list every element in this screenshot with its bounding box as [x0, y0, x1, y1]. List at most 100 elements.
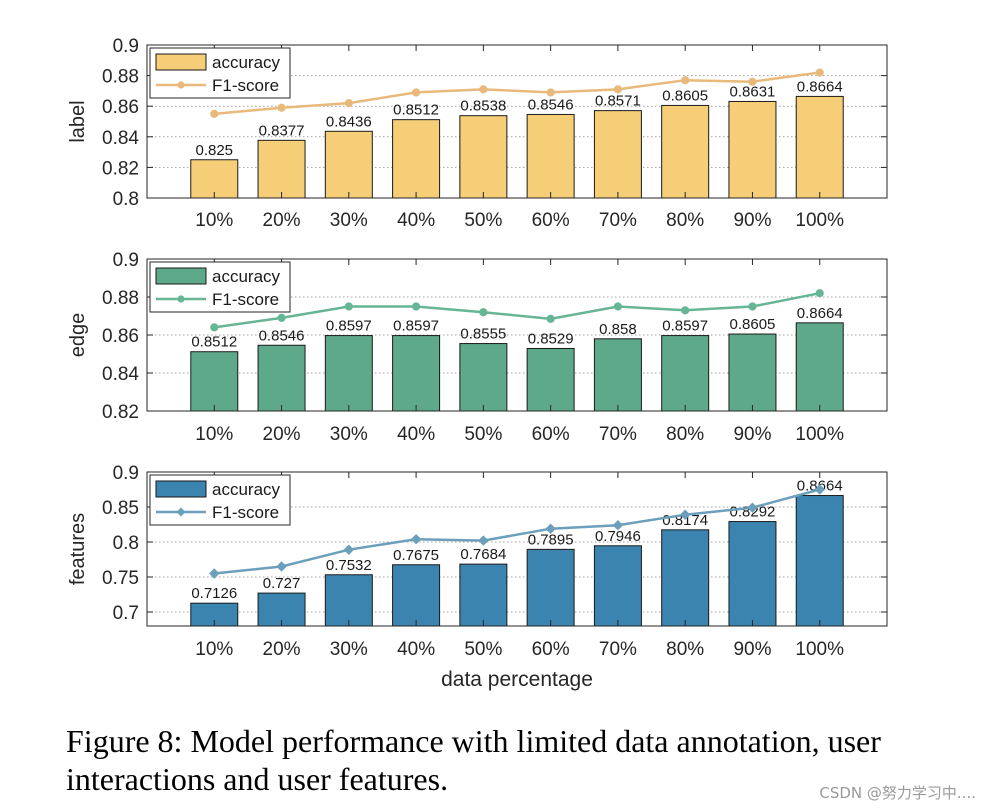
- axes-box: [146, 44, 888, 199]
- figure-caption: Figure 8: Model performance with limited…: [66, 723, 881, 797]
- axes-box: [146, 258, 888, 412]
- f1-score-point: [210, 323, 219, 332]
- data-label: 0.8631: [730, 83, 776, 100]
- f1-score-point: [277, 313, 286, 322]
- legend: accuracy F1-score: [149, 261, 291, 313]
- x-tick-label: 90%: [733, 639, 771, 660]
- y-tick-label: 0.7: [113, 603, 139, 624]
- legend-label-f1: F1-score: [212, 76, 279, 95]
- bar-100pct: [795, 95, 844, 199]
- axes-box: [146, 471, 888, 627]
- data-label: 0.8597: [393, 318, 439, 335]
- legend-label-accuracy: accuracy: [212, 480, 281, 499]
- bar-30pct: [324, 335, 373, 412]
- data-label: 0.8529: [528, 330, 574, 347]
- x-tick-label: 100%: [795, 639, 844, 660]
- data-label: 0.7126: [191, 585, 237, 602]
- f1-score-point: [681, 306, 690, 315]
- legend-label-accuracy: accuracy: [212, 267, 281, 286]
- data-label: 0.7532: [326, 557, 372, 574]
- data-label: 0.8664: [797, 305, 843, 322]
- x-tick-label: 60%: [532, 424, 570, 445]
- data-label: 0.8597: [662, 318, 708, 335]
- data-label: 0.8538: [460, 98, 506, 115]
- f1-score-point: [344, 99, 353, 108]
- x-tick-label: 70%: [599, 424, 637, 445]
- bar-60pct: [526, 548, 575, 627]
- x-axis-label: data percentage: [441, 668, 593, 691]
- x-tick-label: 80%: [666, 639, 704, 660]
- x-tick-label: 10%: [195, 639, 233, 660]
- f1-score-line: [214, 291, 820, 329]
- x-tick-label: 30%: [330, 210, 368, 231]
- f1-score-point: [681, 76, 690, 85]
- legend: accuracy F1-score: [149, 474, 291, 526]
- f1-score-point: [411, 302, 421, 311]
- bar-40pct: [392, 335, 441, 412]
- data-label: 0.8605: [662, 87, 708, 104]
- x-tick-label: 80%: [666, 210, 704, 231]
- bar-60pct: [526, 347, 575, 412]
- f1-score-point: [411, 88, 421, 97]
- data-label: 0.8512: [393, 102, 439, 119]
- f1-score-point: [545, 523, 556, 534]
- f1-score-point: [546, 314, 555, 323]
- y-tick-label: 0.86: [102, 326, 139, 347]
- chart-panel-1: 0.8 0.82 0.84 0.86 0.88 0.9 0.825 0.8377 0.8436 0…: [67, 36, 888, 231]
- x-tick-label: 40%: [397, 210, 435, 231]
- data-label: 0.7675: [393, 547, 439, 564]
- x-tick-label: 50%: [464, 639, 502, 660]
- x-tick-label: 20%: [263, 424, 301, 445]
- bar-50pct: [459, 115, 508, 199]
- figure-charts: 0.8 0.82 0.84 0.86 0.88 0.9 0.825 0.8377 0.8436 0…: [67, 36, 888, 691]
- y-axis-label: edge: [67, 313, 89, 358]
- x-tick-label: 100%: [795, 424, 844, 445]
- chart-panel-2: 0.82 0.84 0.86 0.88 0.9 0.8512 0.8546 0.8597 0.8…: [67, 250, 888, 445]
- y-tick-label: 0.88: [102, 67, 139, 88]
- x-tick-label: 50%: [464, 424, 502, 445]
- data-label: 0.8546: [259, 327, 305, 344]
- legend-swatch-accuracy: [155, 480, 207, 498]
- x-tick-label: 90%: [733, 210, 771, 231]
- bar-80pct: [661, 335, 710, 412]
- y-tick-label: 0.9: [113, 463, 139, 484]
- bar-20pct: [257, 344, 306, 412]
- f1-score-point: [277, 103, 286, 112]
- f1-score-point: [815, 68, 824, 77]
- x-tick-label: 20%: [263, 639, 301, 660]
- f1-score-point: [748, 302, 757, 311]
- data-label: 0.7946: [595, 528, 641, 545]
- y-tick-label: 0.84: [102, 364, 139, 385]
- x-tick-label: 90%: [733, 424, 771, 445]
- f1-score-point: [814, 484, 825, 495]
- f1-score-point: [344, 302, 353, 311]
- data-label: 0.8512: [191, 334, 237, 351]
- bar-70pct: [593, 338, 642, 412]
- legend-marker-f1: [177, 295, 185, 303]
- legend-marker-f1: [176, 507, 186, 517]
- bar-100pct: [795, 322, 844, 412]
- bar-90pct: [728, 333, 777, 412]
- data-label: 0.858: [599, 321, 637, 338]
- y-tick-label: 0.88: [102, 288, 139, 309]
- y-tick-label: 0.8: [113, 189, 139, 210]
- data-label: 0.825: [195, 142, 233, 159]
- f1-score-point: [747, 502, 758, 513]
- bar-10pct: [190, 351, 239, 412]
- data-label: 0.727: [263, 575, 301, 592]
- legend-marker-f1: [177, 81, 185, 89]
- x-tick-label: 50%: [464, 210, 502, 231]
- data-label: 0.8555: [460, 326, 506, 343]
- f1-score-line: [214, 488, 821, 575]
- x-tick-label: 30%: [330, 424, 368, 445]
- bar-40pct: [392, 119, 441, 199]
- x-tick-label: 60%: [532, 639, 570, 660]
- f1-score-point: [613, 85, 623, 94]
- data-label: 0.8377: [259, 122, 305, 139]
- legend-label-f1: F1-score: [212, 503, 279, 522]
- x-tick-label: 70%: [599, 210, 637, 231]
- bar-20pct: [257, 139, 306, 199]
- y-tick-label: 0.85: [102, 498, 139, 519]
- y-axis-label: label: [67, 100, 89, 142]
- f1-score-point: [479, 85, 488, 94]
